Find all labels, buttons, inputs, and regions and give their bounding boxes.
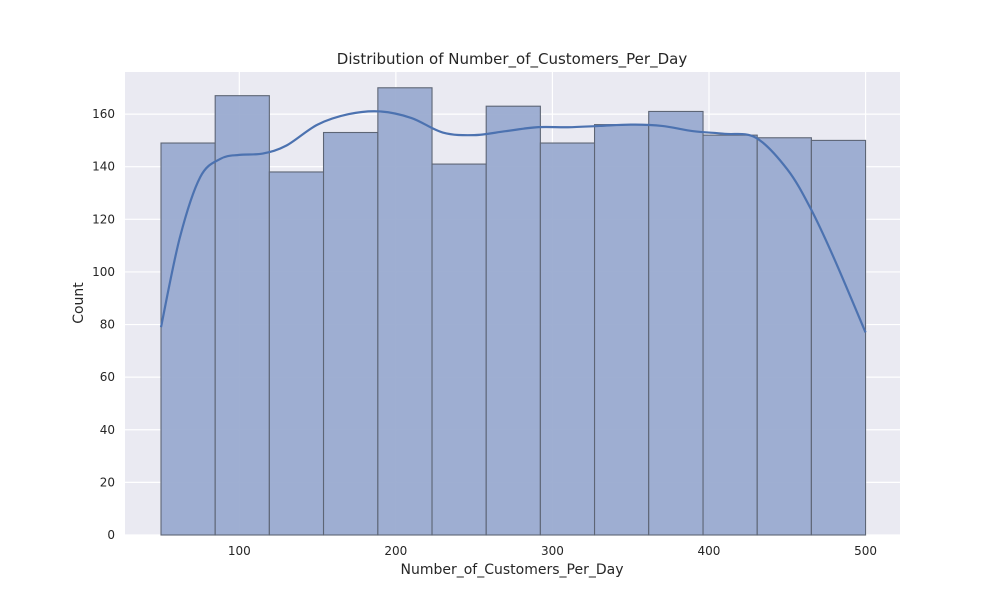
y-tick-label: 80	[100, 318, 115, 332]
histogram-bar	[648, 110, 704, 536]
kde-curve	[159, 110, 867, 333]
histogram-bars	[160, 87, 867, 536]
x-tick-label: 100	[228, 544, 251, 558]
y-tick-labels: 0 20 40 60 80 100 120 140 160	[92, 107, 115, 542]
y-tick-label: 140	[92, 160, 115, 174]
x-tick-label: 300	[541, 544, 564, 558]
histogram-bar	[377, 87, 433, 536]
histogram-bar	[702, 134, 758, 536]
y-tick-label: 20	[100, 475, 115, 489]
y-axis-label: Count	[71, 282, 87, 324]
chart-title: Distribution of Number_of_Customers_Per_…	[337, 50, 688, 69]
histogram-bar	[214, 95, 270, 536]
histogram-bar	[810, 139, 867, 536]
y-tick-label: 0	[107, 528, 115, 542]
y-tick-label: 40	[100, 423, 115, 437]
y-tick-label: 100	[92, 265, 115, 279]
x-tick-label: 400	[698, 544, 721, 558]
histogram-bar	[322, 131, 379, 536]
histogram-bar	[539, 142, 596, 536]
x-tick-labels: 100 200 300 400 500	[228, 544, 877, 558]
histogram-bar	[485, 105, 541, 536]
histogram-bar	[268, 171, 325, 536]
histogram-bar	[160, 142, 216, 536]
y-tick-label: 120	[92, 212, 115, 226]
y-tick-label: 60	[100, 370, 115, 384]
x-tick-label: 200	[384, 544, 407, 558]
histogram-bar	[593, 124, 650, 536]
histogram-bar	[756, 137, 812, 536]
x-tick-label: 500	[854, 544, 877, 558]
y-tick-label: 160	[92, 107, 115, 121]
x-axis-label: Number_of_Customers_Per_Day	[401, 562, 624, 578]
histogram-bar	[431, 163, 487, 536]
